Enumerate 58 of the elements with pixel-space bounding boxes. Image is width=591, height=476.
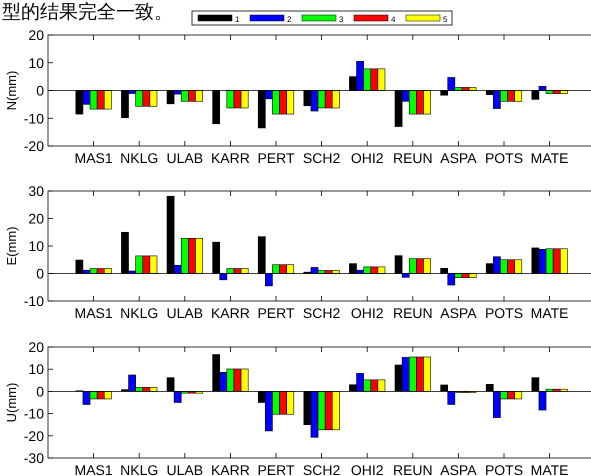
y-tick-label: -30 bbox=[24, 450, 44, 466]
legend-label: 4 bbox=[391, 15, 396, 24]
x-tick-label: MATE bbox=[530, 305, 569, 321]
x-tick-label: POTS bbox=[484, 462, 524, 476]
x-tick-label: REUN bbox=[392, 150, 433, 166]
y-axis-title: E(mm) bbox=[4, 226, 19, 266]
text: 型的结果完全一致。 bbox=[2, 1, 173, 23]
x-tick-label: SCH2 bbox=[302, 150, 340, 166]
x-tick-label: ASPA bbox=[440, 305, 478, 321]
x-tick-label: PERT bbox=[257, 305, 295, 321]
x-tick-label: NKLG bbox=[120, 305, 158, 321]
y-tick-label: -20 bbox=[24, 428, 44, 444]
legend-label: 2 bbox=[287, 15, 292, 24]
x-tick-label: ULAB bbox=[166, 305, 204, 321]
x-tick-label: PERT bbox=[257, 462, 295, 476]
y-tick-label: -10 bbox=[24, 406, 44, 422]
x-tick-label: MAS1 bbox=[74, 150, 113, 166]
x-tick-label: ULAB bbox=[166, 150, 204, 166]
y-tick-label: 20 bbox=[28, 339, 44, 355]
x-tick-label: KARR bbox=[210, 305, 250, 321]
x-tick-label: ASPA bbox=[440, 150, 478, 166]
y-tick-label: 30 bbox=[28, 183, 44, 199]
y-tick-label: -10 bbox=[24, 293, 44, 309]
x-tick-label: MATE bbox=[530, 150, 569, 166]
x-tick-label: OHI2 bbox=[350, 305, 384, 321]
x-tick-label: PERT bbox=[257, 150, 295, 166]
legend-label: 5 bbox=[443, 15, 448, 24]
y-tick-label: 10 bbox=[28, 361, 44, 378]
x-tick-label: KARR bbox=[210, 150, 250, 166]
x-tick-label: NKLG bbox=[120, 462, 158, 476]
x-tick-label: KARR bbox=[210, 462, 250, 476]
y-tick-label: 20 bbox=[28, 27, 44, 43]
x-tick-label: OHI2 bbox=[350, 150, 384, 166]
x-tick-label: REUN bbox=[392, 462, 433, 476]
x-tick-label: SCH2 bbox=[302, 305, 340, 321]
x-tick-label: REUN bbox=[392, 305, 433, 321]
x-tick-label: SCH2 bbox=[302, 462, 340, 476]
y-tick-label: -10 bbox=[24, 110, 44, 126]
y-tick-label: 10 bbox=[28, 54, 44, 71]
y-axis-title: U(mm) bbox=[4, 382, 19, 422]
legend-label: 3 bbox=[339, 15, 344, 24]
x-tick-label: NKLG bbox=[120, 150, 158, 166]
x-tick-label: POTS bbox=[484, 305, 524, 321]
x-tick-label: ASPA bbox=[440, 462, 478, 476]
x-tick-label: OHI2 bbox=[350, 462, 384, 476]
y-tick-label: -20 bbox=[24, 138, 44, 154]
y-tick-label: 20 bbox=[28, 210, 44, 226]
x-tick-label: MATE bbox=[530, 462, 569, 476]
y-tick-label: 10 bbox=[28, 238, 44, 254]
x-tick-label: POTS bbox=[484, 150, 524, 166]
x-tick-label: MAS1 bbox=[74, 305, 113, 321]
y-tick-label: 0 bbox=[36, 383, 44, 400]
y-tick-label: 0 bbox=[36, 82, 44, 98]
legend-label: 1 bbox=[235, 15, 240, 24]
y-axis-title: N(mm) bbox=[4, 70, 19, 110]
x-tick-label: ULAB bbox=[166, 462, 204, 476]
y-tick-label: 0 bbox=[36, 266, 44, 282]
x-tick-label: MAS1 bbox=[74, 462, 113, 476]
